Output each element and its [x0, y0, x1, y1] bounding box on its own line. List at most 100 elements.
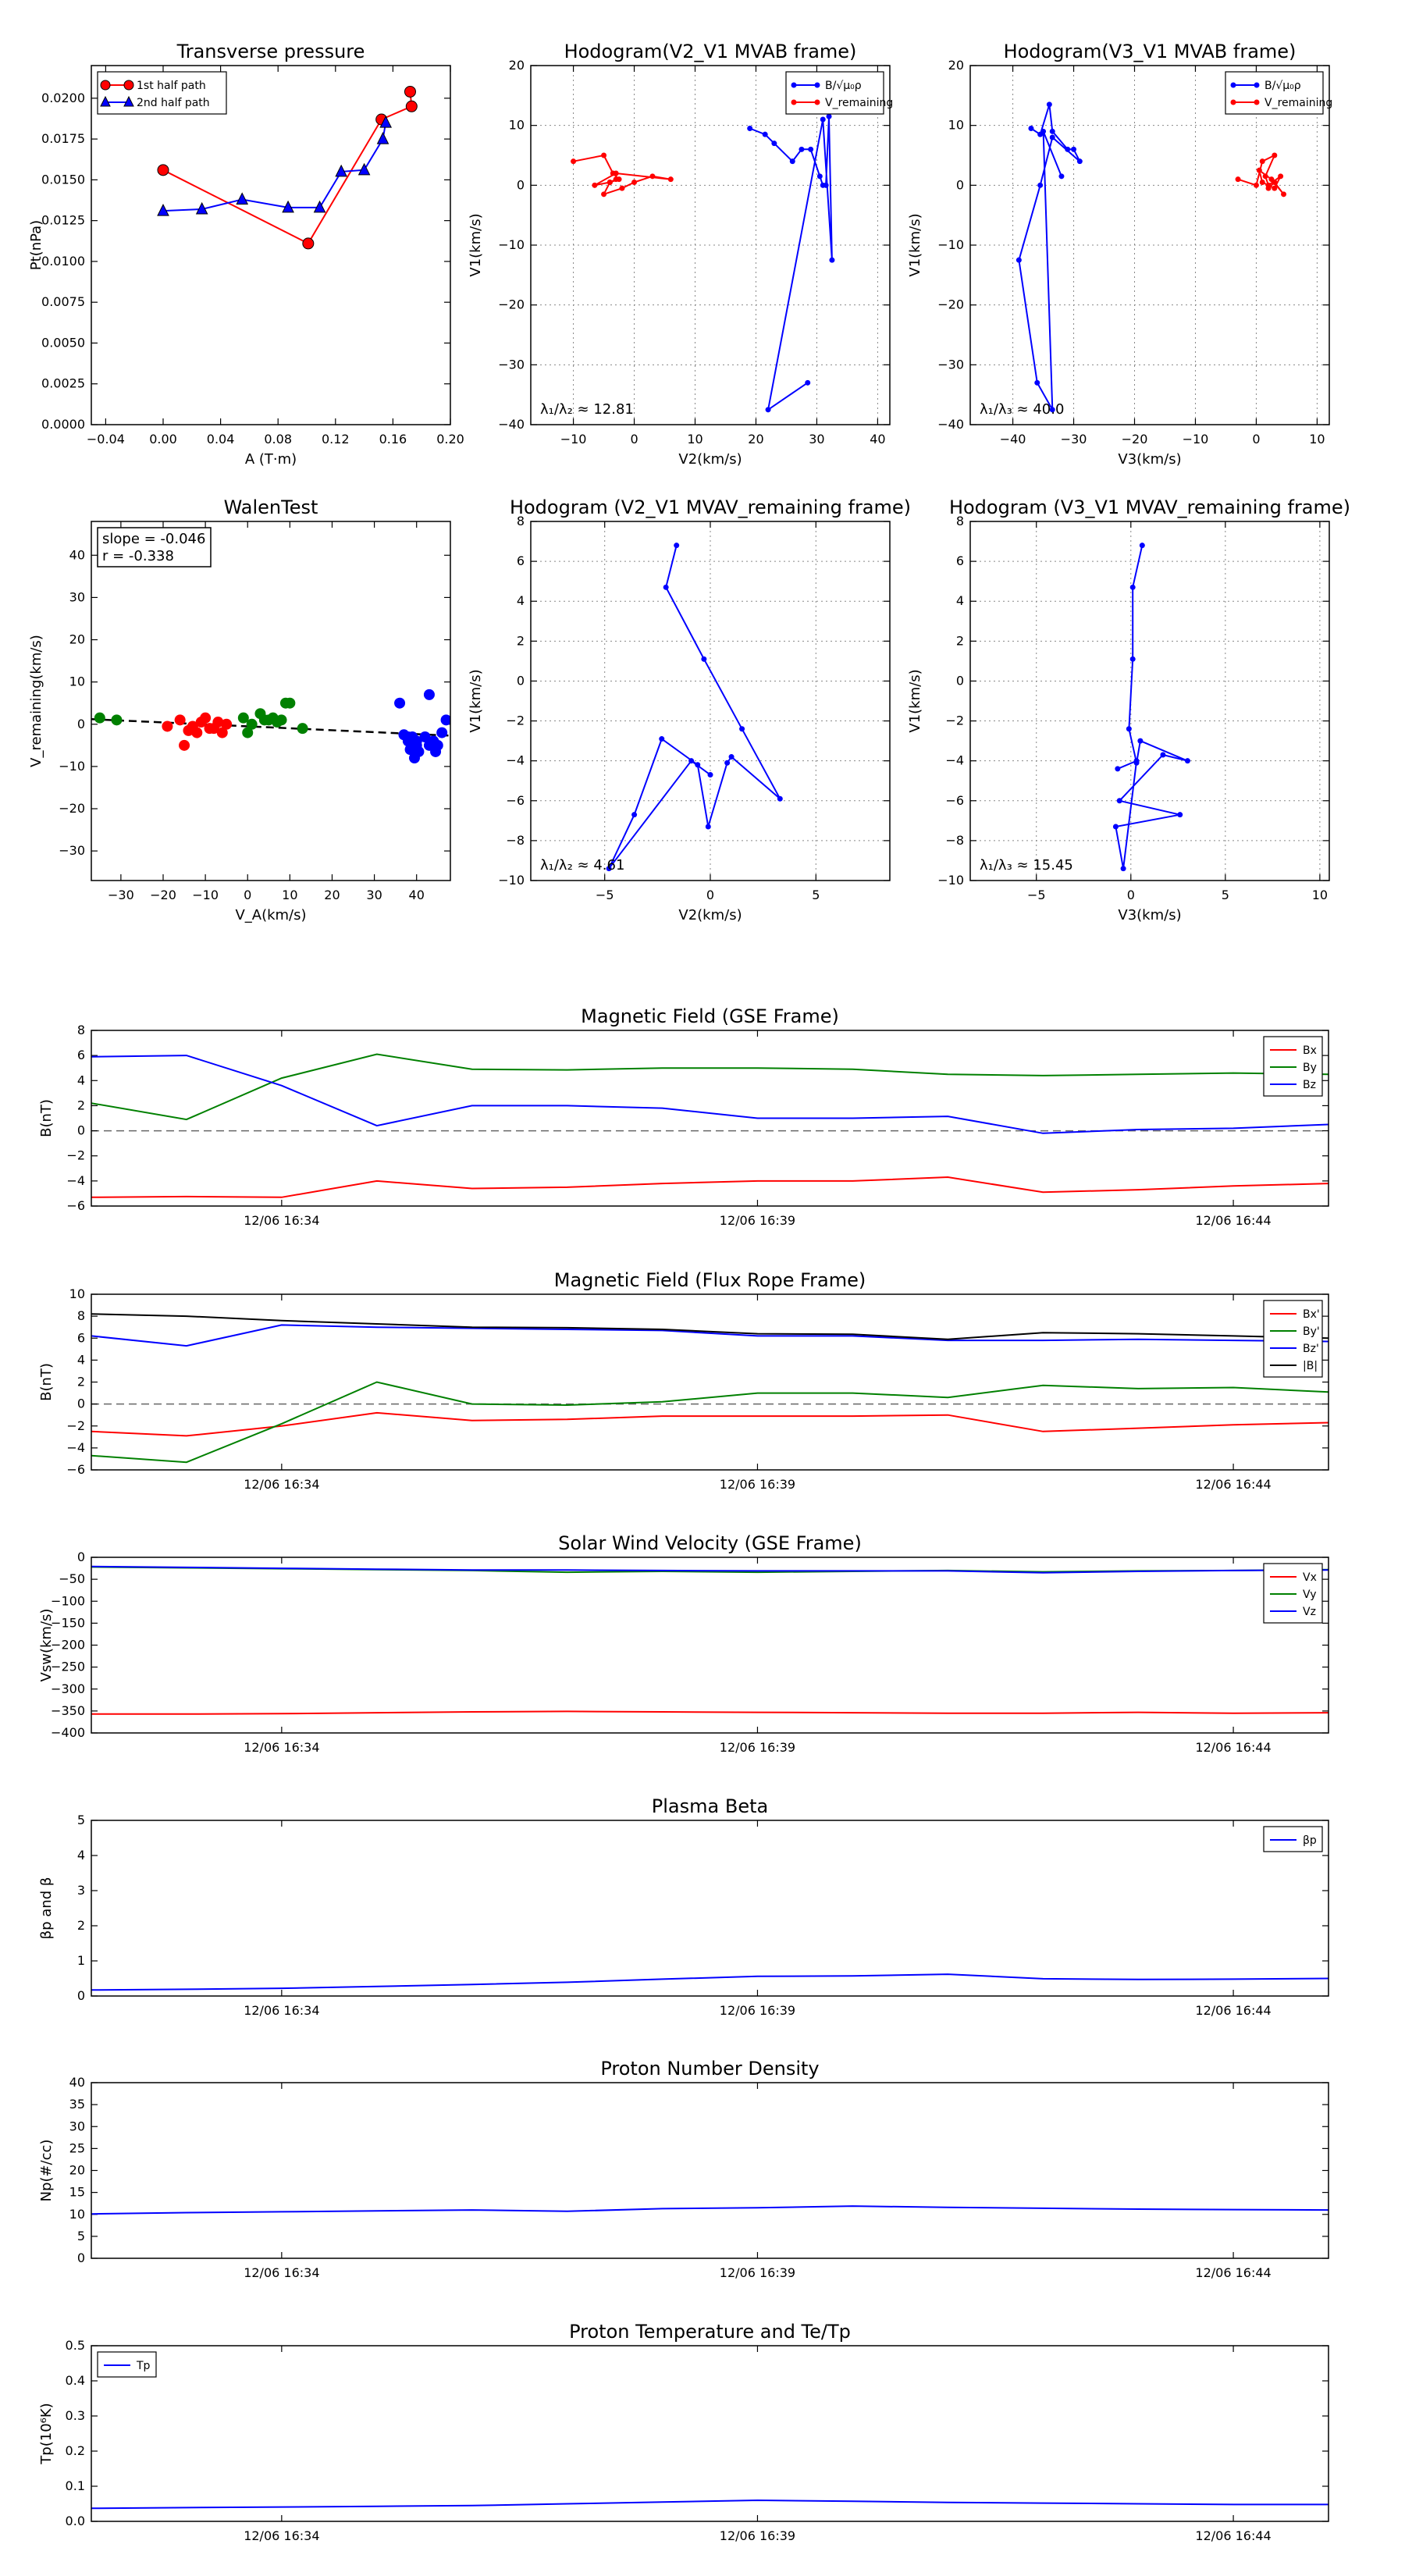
- data-point: [179, 739, 190, 751]
- y-tick-label: 15: [69, 2185, 85, 2200]
- data-point: [1272, 180, 1278, 185]
- data-point: [376, 131, 389, 144]
- data-point: [695, 762, 701, 768]
- x-tick-label: 0: [706, 888, 714, 902]
- y-tick-label: 30: [69, 589, 85, 604]
- data-point: [601, 152, 607, 158]
- data-point: [771, 141, 777, 147]
- data-point: [1058, 173, 1065, 180]
- x-tick-label: 12/06 16:44: [1195, 2265, 1271, 2280]
- data-point: [242, 727, 254, 738]
- y-tick-label: −8: [506, 833, 525, 848]
- y-tick-label: 0.0175: [41, 131, 85, 146]
- y-tick-label: 40: [69, 547, 85, 562]
- plot-area: [606, 543, 783, 872]
- data-point: [236, 192, 249, 205]
- x-tick-label: 12/06 16:34: [244, 1213, 319, 1228]
- x-tick-label: −10: [560, 432, 587, 447]
- y-tick-label: 0.0150: [41, 172, 85, 187]
- y-tick-label: 10: [69, 1286, 85, 1301]
- y-tick-label: 4: [956, 593, 964, 608]
- legend: βp: [1263, 1826, 1323, 1852]
- y-tick-label: 1: [77, 1953, 85, 1968]
- fit-line: [91, 718, 450, 737]
- series-line-2: [91, 1055, 1329, 1134]
- legend-label: Bx': [1303, 1308, 1320, 1321]
- y-tick-label: 8: [77, 1023, 85, 1037]
- y-tick-label: −20: [937, 297, 964, 312]
- y-tick-label: 0: [77, 1550, 85, 1564]
- data-point: [191, 727, 203, 738]
- y-tick-label: 8: [517, 514, 525, 528]
- x-tick-label: 10: [282, 888, 297, 902]
- x-tick-label: 12/06 16:44: [1195, 2528, 1271, 2543]
- data-point: [649, 173, 656, 180]
- x-tick-label: 12/06 16:34: [244, 2528, 319, 2543]
- x-tick-label: 0: [630, 432, 638, 447]
- x-tick-label: 0.12: [322, 432, 350, 447]
- x-tick-label: 20: [324, 888, 340, 902]
- y-tick-label: 6: [956, 553, 964, 568]
- y-tick-label: 2: [517, 633, 525, 648]
- data-point: [1040, 128, 1047, 134]
- y-tick-label: 0.0050: [41, 335, 85, 350]
- data-point: [765, 407, 771, 413]
- data-point: [762, 131, 768, 137]
- data-point: [1133, 758, 1140, 764]
- x-tick-label: 12/06 16:34: [244, 1477, 319, 1492]
- y-tick-label: −40: [937, 417, 964, 432]
- data-point: [808, 146, 814, 152]
- y-tick-label: −2: [506, 713, 525, 728]
- series-line-0: [91, 2499, 1329, 2510]
- data-point: [402, 731, 414, 742]
- series-line-0: [91, 1710, 1329, 1715]
- y-tick-label: −20: [498, 297, 525, 312]
- data-point: [1120, 866, 1126, 872]
- data-point: [246, 718, 258, 730]
- series-line-0: [1115, 545, 1188, 869]
- y-tick-label: 25: [69, 2140, 85, 2155]
- y-tick-label: −30: [59, 843, 85, 858]
- chart-h2: −40 −30 −20 −10 0 10 −40 −30 −20 −10 0 10 20 Hodogram…: [907, 41, 1332, 468]
- chart-np: 12/06 16:34 12/06 16:39 12/06 16:44 0 5 10 15 2…: [38, 2058, 1329, 2280]
- x-tick-label: 12/06 16:39: [720, 1740, 795, 1755]
- x-tick-label: −5: [1027, 888, 1046, 902]
- y-tick-label: −300: [51, 1681, 85, 1696]
- data-point: [816, 173, 823, 180]
- data-point: [94, 712, 105, 724]
- legend-marker: [100, 80, 111, 91]
- y-tick-label: −30: [498, 357, 525, 372]
- chart-title: Magnetic Field (GSE Frame): [581, 1005, 839, 1027]
- chart-title: Solar Wind Velocity (GSE Frame): [558, 1532, 862, 1554]
- y-tick-label: 2: [77, 1098, 85, 1112]
- data-point: [1037, 182, 1044, 188]
- y-axis-label: Pt(nPa): [28, 220, 44, 270]
- legend: B/√μ₀ρ V_remaining: [1225, 71, 1332, 115]
- data-point: [276, 714, 287, 726]
- legend-label: Vy: [1303, 1589, 1317, 1601]
- y-tick-label: 0: [77, 1988, 85, 2003]
- y-tick-label: −50: [59, 1571, 85, 1586]
- legend-marker: [814, 99, 820, 105]
- plot-area: [91, 1973, 1329, 1991]
- data-point: [777, 795, 783, 802]
- chart-title: Transverse pressure: [176, 41, 365, 62]
- data-point: [1259, 180, 1265, 185]
- legend-marker: [123, 80, 134, 91]
- data-point: [162, 720, 173, 732]
- axes-frame: [969, 521, 1330, 881]
- series-line-2: [91, 1324, 1329, 1347]
- x-tick-label: 0.04: [207, 432, 235, 447]
- legend-marker: [814, 82, 820, 88]
- axes-frame: [91, 1820, 1329, 1997]
- data-point: [258, 714, 270, 726]
- data-point: [606, 866, 612, 872]
- series-line-1: [91, 1381, 1329, 1464]
- y-tick-label: −150: [51, 1615, 85, 1630]
- axes-frame: [530, 521, 891, 881]
- data-point: [436, 727, 448, 738]
- plot-area: [91, 2499, 1329, 2510]
- y-axis-label: B(nT): [38, 1099, 55, 1137]
- y-tick-label: 4: [77, 1848, 85, 1863]
